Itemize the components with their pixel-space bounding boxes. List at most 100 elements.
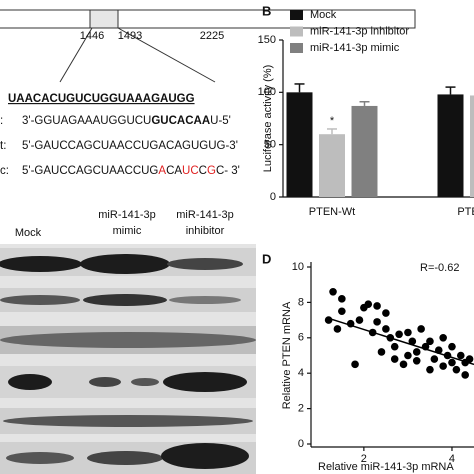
- position-label: 1446: [80, 30, 104, 42]
- legend-swatch: [290, 26, 303, 37]
- point: [404, 351, 412, 360]
- position-label: 2225: [200, 30, 224, 42]
- charts: B Luciferase activity (%) 0 50 100 150 PTEN-Wt…: [258, 3, 474, 473]
- row-prefix: :: [0, 115, 3, 127]
- bands: [0, 248, 256, 474]
- point: [430, 355, 439, 363]
- point: [377, 348, 386, 356]
- bar: [286, 92, 313, 197]
- point: [448, 342, 456, 351]
- point: [426, 365, 434, 374]
- legend-swatch: [290, 10, 303, 20]
- point: [439, 334, 447, 342]
- point: [434, 346, 443, 354]
- panel-label: D: [262, 251, 271, 266]
- x-tick-label: 4: [449, 453, 455, 465]
- y-axis-label: Luciferase activity (%): [262, 65, 274, 173]
- blot: Mock miR-141-3p mimic miR-141-3p inhibit…: [0, 209, 256, 474]
- position-label: 1493: [118, 30, 142, 42]
- sequence-part: A: [158, 165, 166, 177]
- point: [351, 360, 359, 369]
- legend-label: miR-141-3p inhibitor: [310, 25, 409, 37]
- x-tick-label: PTEN-Mut: [457, 206, 474, 218]
- y-tick-label: 6: [298, 332, 304, 344]
- point: [465, 355, 474, 363]
- y-tick-label: 4: [298, 367, 304, 379]
- y-tick-label: 150: [258, 34, 276, 46]
- sequence-part: 5'-GAUCCAGCUAACCUGACAGUGUG-3': [22, 140, 238, 152]
- point: [373, 318, 381, 326]
- point: [408, 337, 417, 346]
- point: [390, 355, 399, 363]
- lane-label: miR-141-3p: [176, 209, 233, 221]
- y-tick-label: 50: [264, 139, 276, 151]
- point: [417, 325, 425, 333]
- point: [382, 325, 390, 333]
- point: [426, 337, 434, 346]
- y-tick-label: 100: [258, 86, 276, 98]
- blot-bg: [0, 244, 256, 474]
- legend-swatch: [290, 43, 303, 53]
- point: [399, 360, 408, 369]
- sequence-rows: : 3'-GGUAGAAAUGGUCUGUCACAAU-5' t: 5'-GAUCCA…: [0, 115, 240, 177]
- zoom-line: [117, 27, 216, 83]
- bar: [437, 94, 464, 197]
- sequence-part: C- 3': [216, 165, 240, 177]
- lane-label: Mock: [15, 227, 42, 239]
- sequence-part: G: [207, 165, 216, 177]
- lane-label: inhibitor: [186, 225, 225, 237]
- legend-label: miR-141-3p mimic: [310, 42, 400, 54]
- point: [448, 358, 456, 367]
- sequence: 5'-GAUCCAGCUAACCUGACAUCCGC- 3': [22, 165, 240, 177]
- point: [395, 330, 403, 339]
- point: [452, 365, 461, 374]
- sequence: 5'-GAUCCAGCUAACCUGACAGUGUG-3': [22, 140, 238, 152]
- sequence-part: 5'-GAUCCAGCUAACCUG: [22, 165, 158, 177]
- y-tick-label: 8: [298, 296, 304, 308]
- legend-label: Mock: [310, 9, 337, 21]
- point: [404, 328, 412, 337]
- sequence-part: UC: [182, 165, 199, 177]
- bar: [319, 134, 345, 197]
- y-axis-label: Relative PTEN mRNA: [281, 301, 293, 409]
- sequence-part: 3'-GGUAGAAAUGGUCU: [22, 115, 151, 127]
- sequence-part: C: [199, 165, 207, 177]
- x-axis-label: Relative miR-141-3p mRNA: [318, 461, 454, 473]
- point: [364, 300, 373, 308]
- point: [443, 351, 452, 360]
- point: [386, 334, 395, 342]
- y-tick-label: 2: [298, 403, 304, 415]
- y-tick-label: 0: [298, 438, 304, 450]
- point: [346, 319, 355, 328]
- row-prefix: c:: [0, 165, 9, 177]
- point: [333, 325, 342, 333]
- panel-label: B: [262, 3, 271, 18]
- point: [368, 328, 377, 337]
- point: [355, 316, 364, 324]
- point: [456, 351, 465, 360]
- target-region: [89, 9, 119, 29]
- point: [390, 342, 399, 351]
- seed-sequence: UAACACUGUCUGGUAAAGAUGG: [8, 93, 195, 105]
- zoom-line: [59, 27, 93, 83]
- x-tick-label: PTEN-Wt: [309, 206, 355, 218]
- point: [412, 348, 421, 356]
- point: [373, 302, 381, 310]
- bar: [470, 95, 474, 197]
- point: [421, 342, 430, 351]
- point: [412, 357, 421, 365]
- sequence: 3'-GGUAGAAAUGGUCUGUCACAAU-5': [22, 115, 231, 127]
- lane-label: mimic: [113, 225, 142, 237]
- annotation: R=-0.62: [420, 262, 459, 274]
- sequence-part: GUCACAA: [151, 115, 210, 127]
- point: [382, 309, 390, 317]
- y-tick-label: 10: [292, 261, 304, 273]
- point: [324, 316, 333, 324]
- annotation: *: [330, 115, 335, 127]
- sequence-part: CA: [166, 165, 182, 177]
- point: [338, 307, 346, 316]
- sequence-part: U-5': [210, 115, 231, 127]
- x-tick-label: 2: [361, 453, 367, 465]
- point: [338, 295, 346, 303]
